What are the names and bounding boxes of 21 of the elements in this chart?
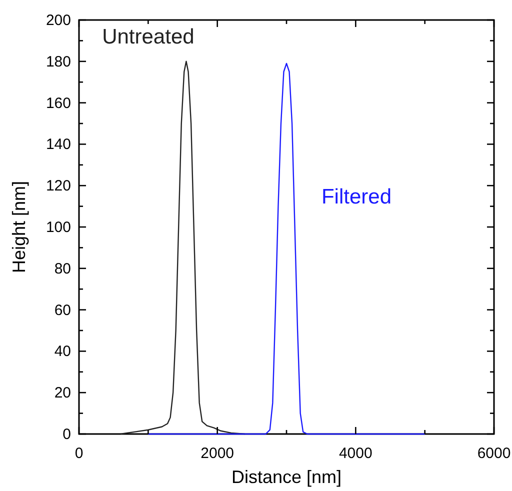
line-series: [120, 60, 246, 435]
y-tick-label: 200: [46, 12, 71, 29]
y-tick-label: 120: [46, 178, 71, 195]
x-tick-label: 4000: [338, 445, 372, 462]
y-tick-label: 80: [54, 260, 71, 278]
x-tick-label: 6000: [477, 445, 511, 462]
y-tick-label: 0: [62, 426, 71, 443]
y-tick-label: 140: [46, 136, 71, 154]
y-tick-label: 40: [54, 343, 71, 360]
y-tick-label: 100: [46, 219, 71, 236]
series-label: Untreated: [102, 25, 194, 48]
x-tick-label: 0: [74, 445, 84, 462]
x-tick-label: 2000: [200, 445, 234, 462]
y-tick-label: 180: [46, 53, 71, 70]
y-tick-label: 160: [46, 94, 71, 112]
y-axis-title: Height [nm]: [9, 180, 29, 274]
series-label: Filtered: [321, 185, 392, 208]
y-tick-label: 60: [54, 302, 71, 319]
x-axis-title: Distance [nm]: [231, 467, 342, 487]
y-tick-label: 20: [54, 384, 71, 402]
line-series: [148, 62, 426, 435]
